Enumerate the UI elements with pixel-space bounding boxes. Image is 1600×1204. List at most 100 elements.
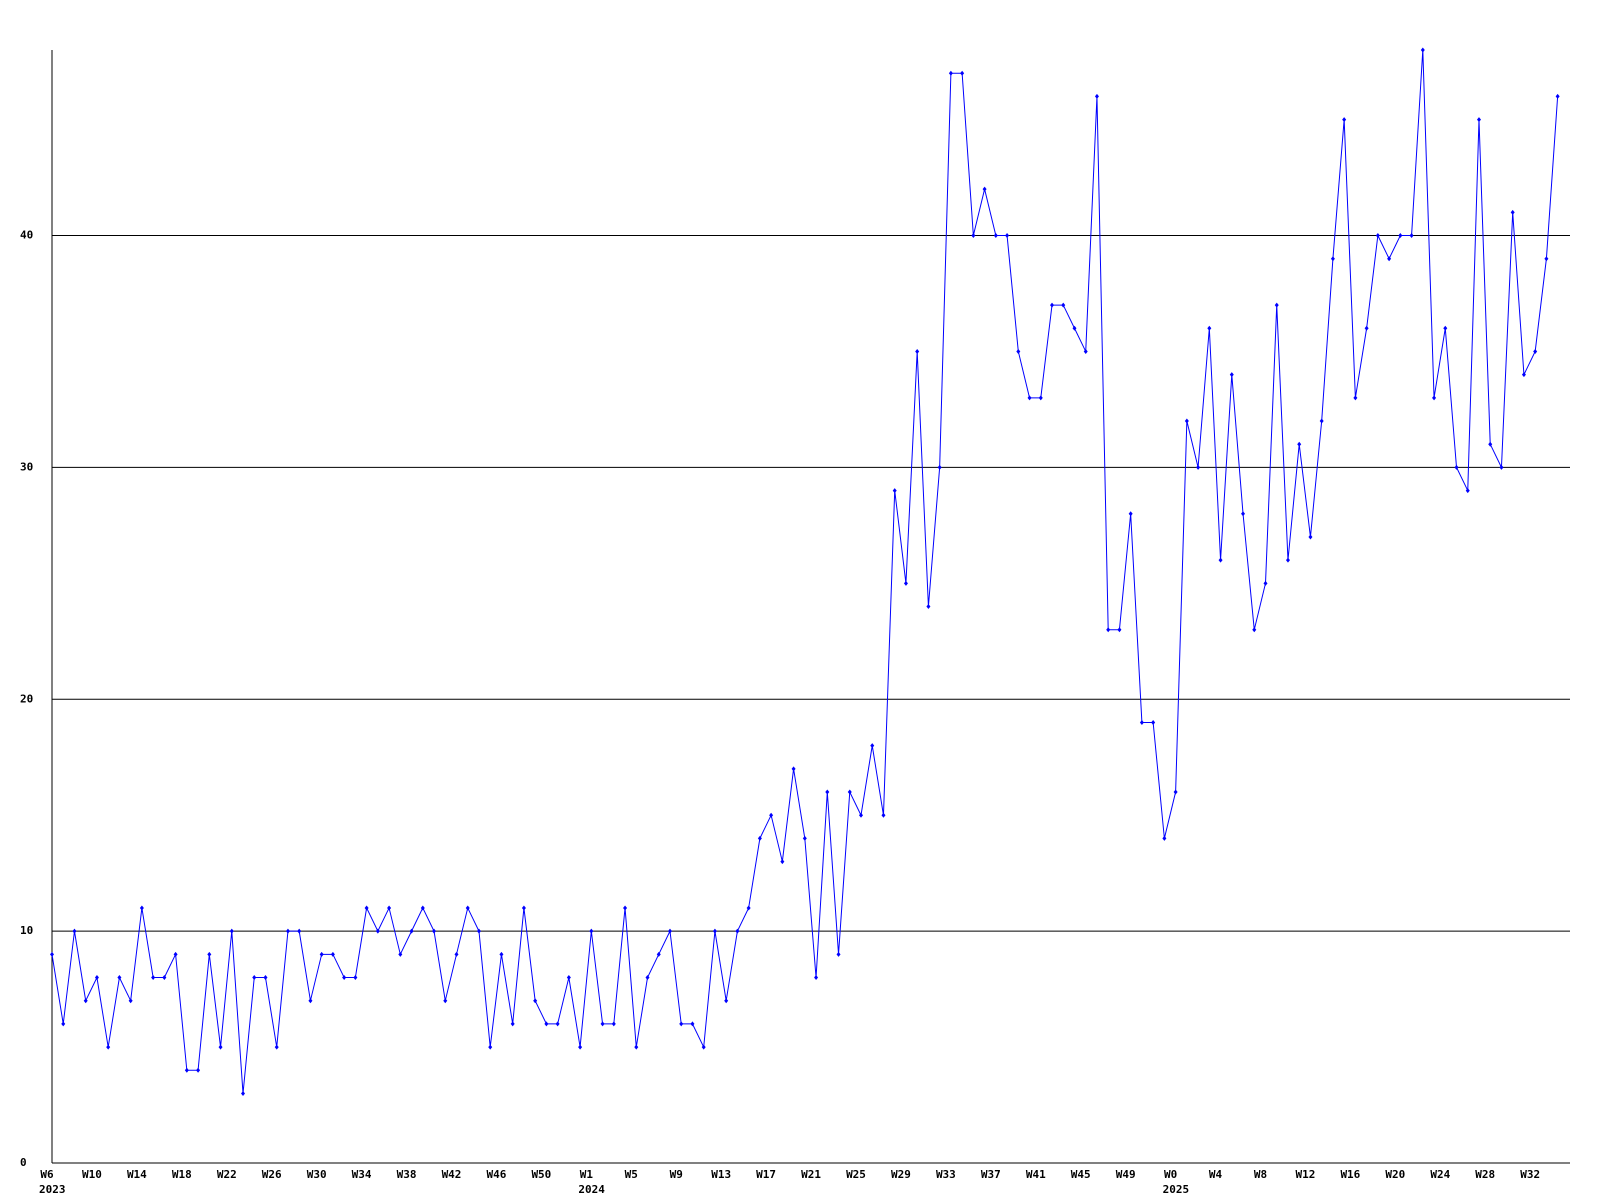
point: [578, 1044, 583, 1050]
x-tick-label: W16: [1340, 1168, 1360, 1181]
point: [566, 975, 571, 980]
point: [926, 604, 931, 609]
point: [196, 1067, 201, 1073]
point: [623, 905, 628, 911]
point: [454, 951, 459, 957]
x-tick-label: W38: [397, 1168, 417, 1181]
point: [1117, 627, 1122, 633]
point: [1184, 418, 1189, 424]
x-tick-label: W26: [262, 1168, 282, 1181]
point: [1005, 233, 1010, 238]
point: [690, 1021, 695, 1027]
point: [1432, 395, 1437, 401]
x-tick-label: W50: [531, 1168, 551, 1181]
point: [814, 975, 819, 980]
point: [72, 928, 77, 934]
point: [1173, 789, 1178, 795]
x-tick-label: W37: [981, 1168, 1001, 1181]
x-tick-label: W10: [82, 1168, 102, 1181]
point: [1330, 256, 1335, 262]
point: [173, 951, 178, 957]
point: [420, 905, 425, 911]
x-tick-label: W30: [307, 1168, 327, 1181]
point: [656, 951, 661, 957]
x-tick-label: W45: [1071, 1168, 1091, 1181]
x-tick-label: W22: [217, 1168, 237, 1181]
point: [1443, 325, 1448, 331]
point: [993, 233, 998, 238]
point: [1353, 395, 1358, 401]
point: [319, 951, 324, 957]
point: [847, 789, 852, 795]
point: [1297, 441, 1302, 447]
x-tick-label: W8: [1254, 1168, 1267, 1181]
point: [229, 928, 234, 934]
point: [353, 975, 358, 980]
point: [1387, 256, 1392, 262]
point: [106, 1044, 111, 1050]
point: [1499, 464, 1504, 470]
point: [881, 812, 886, 818]
x-tick-label: W42: [442, 1168, 462, 1181]
point: [769, 812, 774, 818]
point: [791, 766, 796, 772]
point: [1521, 372, 1526, 378]
point: [151, 975, 156, 980]
x-tick-label: W32: [1520, 1168, 1540, 1181]
point: [1072, 325, 1077, 331]
point: [1364, 325, 1369, 331]
point: [342, 975, 347, 980]
x-tick-label: W34: [352, 1168, 372, 1181]
point: [1555, 93, 1560, 99]
point: [544, 1021, 549, 1027]
point: [364, 905, 369, 911]
point: [634, 1044, 639, 1050]
y-tick-label: 0: [20, 1156, 27, 1169]
point: [555, 1021, 560, 1027]
point: [476, 928, 481, 934]
point: [1544, 256, 1549, 262]
point: [892, 488, 897, 494]
x-tick-label: W29: [891, 1168, 911, 1181]
x-tick-label: W24: [1430, 1168, 1450, 1181]
year-label: 2024: [578, 1183, 605, 1196]
y-tick-label: 20: [20, 692, 33, 705]
point: [1252, 627, 1257, 633]
point: [297, 928, 302, 934]
point: [1420, 47, 1425, 53]
point: [432, 928, 437, 934]
x-tick-label: W12: [1296, 1168, 1316, 1181]
point: [746, 905, 751, 911]
year-label: 2023: [39, 1183, 66, 1196]
year-label: 2025: [1163, 1183, 1190, 1196]
point: [1094, 93, 1099, 99]
point: [1162, 835, 1167, 841]
point: [1465, 488, 1470, 494]
point: [252, 975, 257, 980]
point: [645, 975, 650, 980]
point: [735, 928, 740, 934]
x-tick-label: W1: [580, 1168, 594, 1181]
y-tick-label: 40: [20, 229, 33, 242]
point: [1241, 511, 1246, 517]
x-tick-label: W46: [487, 1168, 507, 1181]
point: [870, 743, 875, 749]
point: [724, 998, 729, 1004]
point: [1263, 580, 1268, 586]
x-tick-label: W49: [1116, 1168, 1136, 1181]
point: [1342, 117, 1347, 123]
point: [162, 975, 167, 980]
point: [982, 186, 987, 192]
point: [128, 998, 133, 1004]
point: [915, 348, 920, 354]
point: [903, 580, 908, 586]
y-tick-label: 10: [20, 924, 33, 937]
x-tick-label: W9: [670, 1168, 683, 1181]
point: [1533, 348, 1538, 354]
point: [825, 789, 830, 795]
point: [241, 1090, 246, 1096]
point: [330, 951, 335, 957]
point: [1274, 302, 1279, 308]
point: [1308, 534, 1313, 540]
point: [1285, 557, 1290, 563]
